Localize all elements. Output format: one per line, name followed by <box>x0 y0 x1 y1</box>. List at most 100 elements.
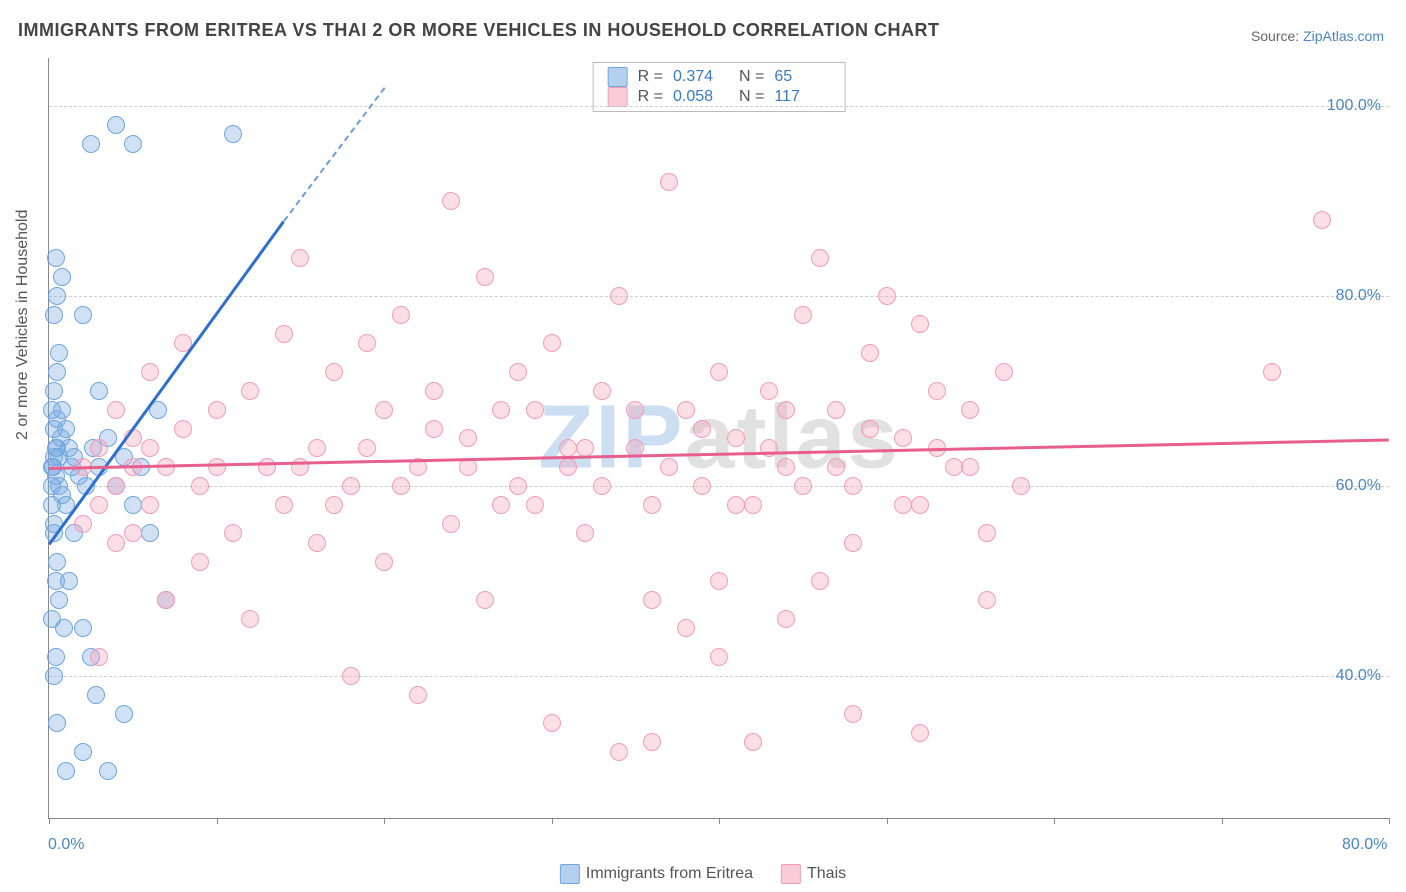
data-point-pink <box>643 496 661 514</box>
n-label: N = <box>739 68 764 86</box>
data-point-blue <box>50 591 68 609</box>
data-point-pink <box>157 591 175 609</box>
data-point-pink <box>124 524 142 542</box>
data-point-pink <box>90 439 108 457</box>
data-point-pink <box>660 458 678 476</box>
x-tick <box>1389 818 1390 824</box>
data-point-pink <box>945 458 963 476</box>
data-point-pink <box>275 496 293 514</box>
data-point-pink <box>241 610 259 628</box>
data-point-pink <box>191 553 209 571</box>
data-point-pink <box>811 249 829 267</box>
data-point-pink <box>208 401 226 419</box>
data-point-pink <box>593 477 611 495</box>
data-point-pink <box>141 496 159 514</box>
data-point-pink <box>509 477 527 495</box>
data-point-pink <box>358 439 376 457</box>
data-point-pink <box>107 477 125 495</box>
data-point-blue <box>224 125 242 143</box>
data-point-pink <box>794 477 812 495</box>
data-point-pink <box>693 477 711 495</box>
data-point-pink <box>425 420 443 438</box>
data-point-blue <box>74 619 92 637</box>
data-point-blue <box>141 524 159 542</box>
y-tick-label: 60.0% <box>1336 477 1381 495</box>
data-point-blue <box>48 714 66 732</box>
data-point-pink <box>911 315 929 333</box>
r-value-pink: 0.058 <box>673 88 729 106</box>
data-point-pink <box>492 401 510 419</box>
legend-item-pink: Thais <box>781 864 846 884</box>
data-point-pink <box>90 496 108 514</box>
data-point-pink <box>878 287 896 305</box>
data-point-pink <box>693 420 711 438</box>
data-point-blue <box>90 382 108 400</box>
data-point-pink <box>794 306 812 324</box>
data-point-blue <box>74 743 92 761</box>
watermark: ZIPatlas <box>538 387 899 490</box>
swatch-blue <box>608 67 628 87</box>
data-point-pink <box>811 572 829 590</box>
y-tick-label: 40.0% <box>1336 667 1381 685</box>
data-point-pink <box>174 420 192 438</box>
data-point-pink <box>107 401 125 419</box>
x-tick <box>49 818 50 824</box>
data-point-pink <box>760 382 778 400</box>
data-point-blue <box>57 762 75 780</box>
data-point-blue <box>74 306 92 324</box>
data-point-blue <box>124 496 142 514</box>
data-point-pink <box>191 477 209 495</box>
data-point-pink <box>392 306 410 324</box>
data-point-pink <box>677 619 695 637</box>
n-value-blue: 65 <box>774 68 830 86</box>
legend-row-blue: R = 0.374 N = 65 <box>608 67 831 87</box>
r-value-blue: 0.374 <box>673 68 729 86</box>
data-point-pink <box>995 363 1013 381</box>
series-legend: Immigrants from Eritrea Thais <box>560 864 846 884</box>
trend-line-dash <box>283 87 385 221</box>
data-point-pink <box>710 363 728 381</box>
data-point-pink <box>543 714 561 732</box>
data-point-pink <box>90 648 108 666</box>
data-point-pink <box>543 334 561 352</box>
data-point-blue <box>48 553 66 571</box>
trend-line-pink <box>49 438 1389 469</box>
data-point-pink <box>593 382 611 400</box>
x-tick <box>719 818 720 824</box>
data-point-blue <box>48 410 66 428</box>
data-point-pink <box>727 496 745 514</box>
data-point-blue <box>124 135 142 153</box>
x-tick-label-min: 0.0% <box>48 836 84 854</box>
gridline-h <box>49 486 1389 487</box>
data-point-pink <box>308 534 326 552</box>
x-tick <box>1054 818 1055 824</box>
data-point-pink <box>342 477 360 495</box>
data-point-blue <box>107 116 125 134</box>
data-point-blue <box>60 572 78 590</box>
data-point-pink <box>643 591 661 609</box>
data-point-pink <box>978 591 996 609</box>
data-point-pink <box>141 439 159 457</box>
data-point-pink <box>224 524 242 542</box>
data-point-pink <box>308 439 326 457</box>
data-point-blue <box>45 667 63 685</box>
data-point-pink <box>961 458 979 476</box>
data-point-pink <box>325 363 343 381</box>
data-point-pink <box>107 534 125 552</box>
data-point-pink <box>610 287 628 305</box>
data-point-pink <box>777 401 795 419</box>
data-point-blue <box>99 762 117 780</box>
data-point-pink <box>559 458 577 476</box>
data-point-pink <box>358 334 376 352</box>
gridline-h <box>49 106 1389 107</box>
gridline-h <box>49 296 1389 297</box>
data-point-pink <box>576 439 594 457</box>
data-point-blue <box>82 135 100 153</box>
data-point-blue <box>53 268 71 286</box>
data-point-pink <box>325 496 343 514</box>
data-point-pink <box>911 496 929 514</box>
data-point-pink <box>777 458 795 476</box>
x-tick <box>1222 818 1223 824</box>
data-point-blue <box>45 306 63 324</box>
data-point-pink <box>375 401 393 419</box>
